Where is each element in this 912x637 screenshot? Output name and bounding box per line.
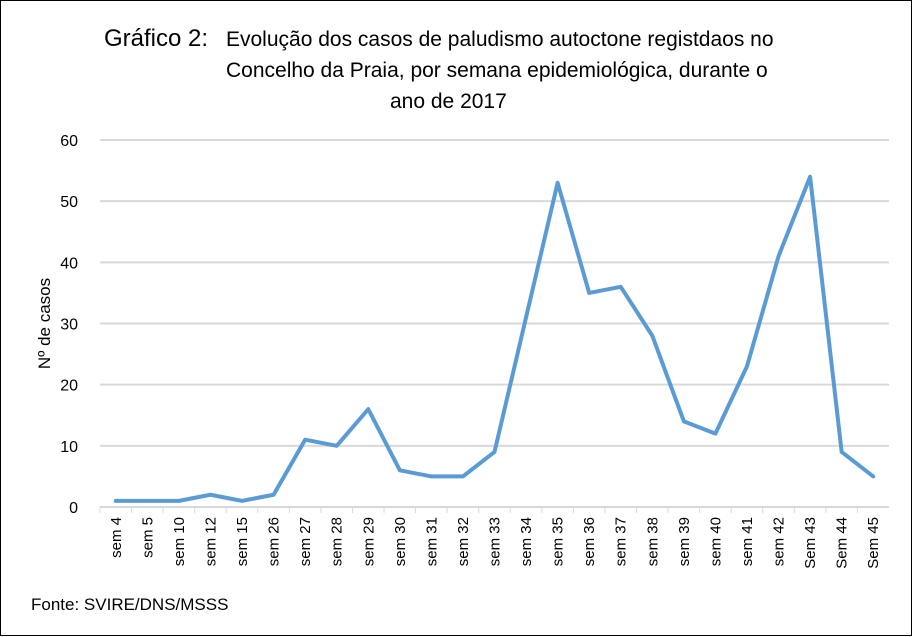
y-tick-label: 20: [60, 378, 78, 395]
x-tick-label: Sem 43: [802, 517, 819, 569]
x-tick-label: sem 27: [297, 517, 314, 566]
x-tick-label: Sem 44: [834, 517, 851, 569]
x-tick-label: sem 26: [266, 517, 283, 566]
x-tick-label: sem 12: [202, 517, 219, 566]
x-tick-label: sem 10: [171, 517, 188, 566]
x-tick-label: sem 29: [360, 517, 377, 566]
y-tick-label: 10: [60, 439, 78, 456]
source-note: Fonte: SVIRE/DNS/MSSS: [31, 595, 228, 615]
x-tick-label: sem 41: [739, 517, 756, 566]
y-tick-label: 40: [60, 255, 78, 272]
x-tick-label: sem 42: [771, 517, 788, 566]
x-tick-label: sem 31: [423, 517, 440, 566]
y-tick-label: 60: [60, 133, 78, 150]
x-tick-label: sem 30: [392, 517, 409, 566]
y-axis-label: Nº de casos: [35, 278, 54, 369]
y-tick-label: 0: [69, 500, 78, 517]
y-tick-label: 30: [60, 317, 78, 334]
x-tick-label: sem 32: [455, 517, 472, 566]
x-tick-label: sem 5: [139, 517, 156, 558]
x-tick-label: sem 35: [550, 517, 567, 566]
x-tick-label: sem 40: [707, 517, 724, 566]
x-tick-label: sem 4: [108, 517, 125, 558]
x-tick-label: sem 15: [234, 517, 251, 566]
series-line: [116, 177, 873, 501]
x-tick-label: Sem 45: [865, 517, 882, 569]
x-tick-label: sem 38: [644, 517, 661, 566]
x-tick-label: sem 34: [518, 517, 535, 566]
x-tick-label: sem 28: [329, 517, 346, 566]
y-tick-label: 50: [60, 194, 78, 211]
x-tick-label: sem 39: [676, 517, 693, 566]
x-tick-label: sem 37: [613, 517, 630, 566]
x-tick-label: sem 36: [581, 517, 598, 566]
x-tick-label: sem 33: [487, 517, 504, 566]
